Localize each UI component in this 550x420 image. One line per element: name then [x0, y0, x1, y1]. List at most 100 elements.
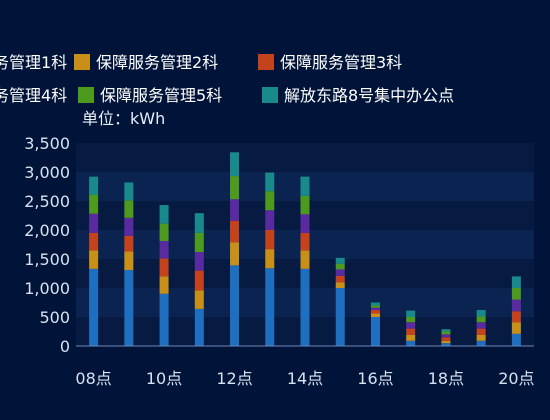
bar-segment-1-19点[interactable]: [476, 340, 486, 346]
bar-segment-5-14点[interactable]: [300, 195, 310, 215]
bar-segment-2-16点[interactable]: [370, 313, 380, 317]
bar-segment-6-16点[interactable]: [370, 302, 380, 306]
bar-segment-1-16点[interactable]: [370, 317, 380, 346]
bar-segment-1-17点[interactable]: [406, 340, 416, 346]
bar-segment-2-13点[interactable]: [265, 249, 275, 269]
bar-segment-6-19点[interactable]: [476, 310, 486, 317]
bar-segment-1-18点[interactable]: [441, 343, 451, 346]
legend-item-6[interactable]: 解放东路8号集中办公点: [262, 86, 454, 105]
bar-segment-1-20点[interactable]: [511, 333, 521, 346]
bar-segment-2-12点[interactable]: [230, 242, 240, 266]
bar-segment-4-08点[interactable]: [89, 213, 99, 233]
bar-segment-5-19点[interactable]: [476, 316, 486, 323]
bar-segment-2-14点[interactable]: [300, 250, 310, 269]
legend-swatch: [258, 54, 274, 70]
bar-segment-6-15点[interactable]: [335, 257, 345, 264]
bar-segment-4-13点[interactable]: [265, 210, 275, 230]
legend-item-1[interactable]: 保障服务管理1科: [0, 53, 67, 72]
bar-segment-2-18点[interactable]: [441, 340, 451, 344]
y-tick-label: 2,500: [24, 192, 70, 211]
bar-segment-2-17点[interactable]: [406, 334, 416, 341]
bar-segment-3-18点[interactable]: [441, 337, 451, 341]
bar-segment-2-09点[interactable]: [124, 251, 134, 271]
bar-segment-5-09点[interactable]: [124, 200, 134, 218]
bar-segment-4-16点[interactable]: [370, 307, 380, 311]
bar-segment-4-10点[interactable]: [159, 241, 169, 259]
bar-segment-1-14点[interactable]: [300, 268, 310, 346]
bar-segment-6-08点[interactable]: [89, 176, 99, 195]
bar-segment-1-13点[interactable]: [265, 268, 275, 346]
bar-segment-2-20点[interactable]: [511, 322, 521, 334]
bar-segment-4-18点[interactable]: [441, 334, 451, 338]
y-tick-label: 1,500: [24, 250, 70, 269]
legend[interactable]: 保障服务管理1科 保障服务管理2科 保障服务管理3科保障服务管理4科 保障服务管理5科…: [0, 53, 454, 105]
bar-segment-2-15点[interactable]: [335, 282, 345, 288]
bar-segment-4-15点[interactable]: [335, 269, 345, 276]
x-tick-label: 16点: [357, 369, 393, 388]
axes-layer: 0 500 1,000 1,500 2,000 2,500 3,000 3,500 08点 10点…: [24, 134, 534, 388]
bar-segment-5-13点[interactable]: [265, 191, 275, 211]
legend-swatch: [78, 87, 94, 103]
y-tick-label: 0: [60, 337, 70, 356]
bar-segment-3-20点[interactable]: [511, 311, 521, 323]
x-tick-label: 20点: [498, 369, 534, 388]
bar-segment-1-08点[interactable]: [89, 268, 99, 346]
legend-item-2[interactable]: 保障服务管理2科: [74, 53, 218, 72]
bar-segment-4-11点[interactable]: [194, 252, 204, 271]
bar-segment-4-17点[interactable]: [406, 322, 416, 329]
bar-segment-4-12点[interactable]: [230, 199, 240, 221]
bar-segment-5-10点[interactable]: [159, 223, 169, 242]
bar-segment-5-16点[interactable]: [370, 305, 380, 308]
bar-segment-2-19点[interactable]: [476, 334, 486, 341]
bar-segment-4-14点[interactable]: [300, 214, 310, 233]
y-tick-label: 3,000: [24, 163, 70, 182]
bar-segment-1-11点[interactable]: [194, 308, 204, 346]
legend-label: 保障服务管理3科: [280, 53, 402, 72]
bar-segment-3-08点[interactable]: [89, 232, 99, 251]
bar-segment-6-12点[interactable]: [230, 152, 240, 177]
bar-segment-1-10点[interactable]: [159, 293, 169, 346]
legend-item-3[interactable]: 保障服务管理3科: [258, 53, 402, 72]
bar-segment-5-17点[interactable]: [406, 317, 416, 323]
bar-segment-6-17点[interactable]: [406, 310, 416, 317]
bar-segment-6-13点[interactable]: [265, 172, 275, 192]
bars-layer: [89, 152, 521, 346]
bar-segment-5-15点[interactable]: [335, 263, 345, 270]
bar-segment-1-15点[interactable]: [335, 288, 345, 346]
bar-segment-5-18点[interactable]: [441, 331, 451, 335]
bar-segment-3-14点[interactable]: [300, 232, 310, 251]
y-tick-label: 500: [39, 308, 70, 327]
bar-segment-6-18点[interactable]: [441, 329, 451, 332]
bar-segment-6-09点[interactable]: [124, 182, 134, 201]
bar-segment-6-11点[interactable]: [194, 213, 204, 233]
legend-item-5[interactable]: 保障服务管理5科: [78, 86, 222, 105]
bar-segment-4-09点[interactable]: [124, 217, 134, 236]
bar-segment-3-10点[interactable]: [159, 258, 169, 277]
bar-segment-1-09点[interactable]: [124, 270, 134, 346]
bar-segment-3-17点[interactable]: [406, 328, 416, 335]
bar-segment-3-15点[interactable]: [335, 275, 345, 283]
bar-segment-3-09点[interactable]: [124, 235, 134, 252]
bar-segment-2-08点[interactable]: [89, 250, 99, 269]
bar-segment-5-12点[interactable]: [230, 176, 240, 200]
bar-segment-4-20点[interactable]: [511, 299, 521, 312]
bar-segment-6-20点[interactable]: [511, 276, 521, 288]
bar-segment-3-16点[interactable]: [370, 310, 380, 314]
bar-segment-2-11点[interactable]: [194, 290, 204, 309]
bar-segment-1-12点[interactable]: [230, 265, 240, 346]
bar-segment-3-13点[interactable]: [265, 230, 275, 250]
bar-segment-6-10点[interactable]: [159, 205, 169, 224]
legend-label: 保障服务管理4科: [0, 86, 67, 105]
bar-segment-3-12点[interactable]: [230, 220, 240, 243]
y-tick-label: 2,000: [24, 221, 70, 240]
bar-segment-4-19点[interactable]: [476, 322, 486, 329]
bar-segment-3-11点[interactable]: [194, 270, 204, 291]
x-tick-label: 10点: [146, 369, 182, 388]
bar-segment-3-19点[interactable]: [476, 328, 486, 335]
bar-segment-5-20点[interactable]: [511, 288, 521, 300]
bar-segment-5-11点[interactable]: [194, 232, 204, 253]
bar-segment-6-14点[interactable]: [300, 176, 310, 196]
bar-segment-5-08点[interactable]: [89, 194, 99, 214]
bar-segment-2-10点[interactable]: [159, 276, 169, 294]
legend-item-4[interactable]: 保障服务管理4科: [0, 86, 67, 105]
